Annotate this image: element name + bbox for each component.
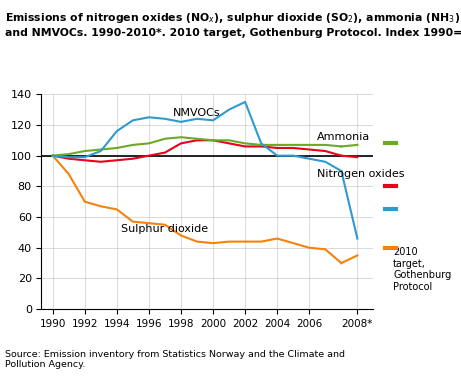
Text: Emissions of nitrogen oxides (NO$_x$), sulphur dioxide (SO$_2$), ammonia (NH$_3$: Emissions of nitrogen oxides (NO$_x$), s…	[5, 11, 461, 38]
Text: 2010
target,
Gothenburg
Protocol: 2010 target, Gothenburg Protocol	[393, 247, 451, 292]
Text: Source: Emission inventory from Statistics Norway and the Climate and
Pollution : Source: Emission inventory from Statisti…	[5, 350, 345, 369]
Text: Nitrogen oxides: Nitrogen oxides	[317, 169, 405, 179]
Text: Sulphur dioxide: Sulphur dioxide	[121, 224, 208, 234]
Text: NMVOCs: NMVOCs	[173, 108, 221, 118]
Text: Ammonia: Ammonia	[317, 132, 371, 142]
